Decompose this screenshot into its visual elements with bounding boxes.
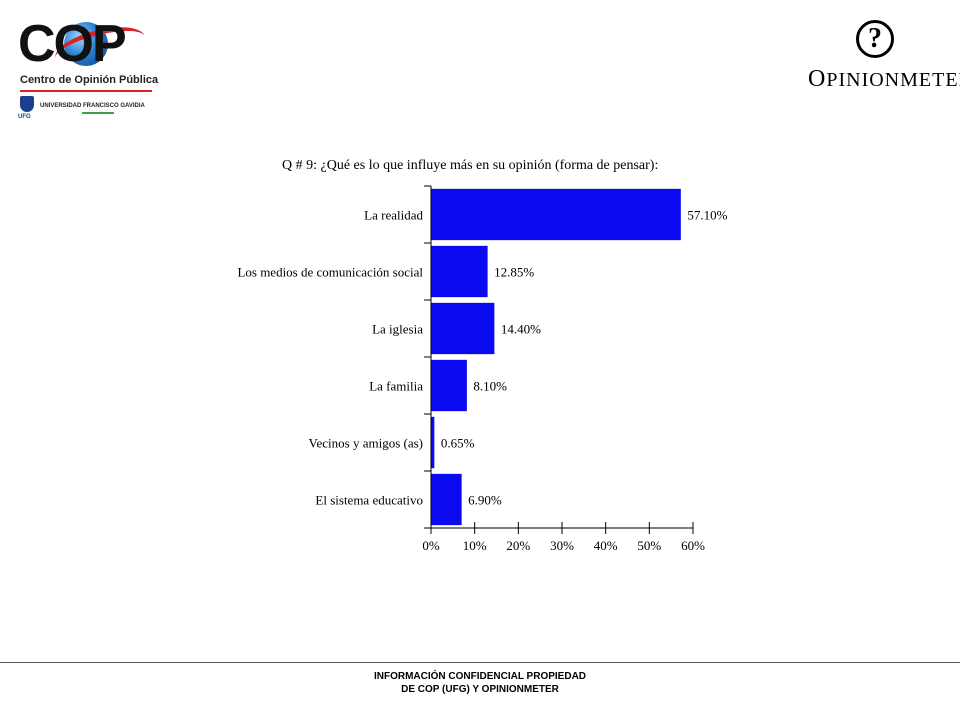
opinionmeter-initial: O [808, 66, 827, 92]
category-label: La familia [369, 379, 423, 394]
question-mark-icon: ? [856, 20, 894, 58]
x-tick-label: 50% [637, 538, 661, 553]
cop-logo-letters: COP [18, 15, 127, 73]
globe-icon [64, 22, 108, 66]
category-label: La iglesia [372, 322, 423, 337]
category-label: Los medios de comunicación social [237, 265, 423, 280]
opinionmeter-logo: ? OPINIONMETER [804, 20, 960, 95]
cop-logo: COP Centro de Opinión Pública UFG UNIVER… [14, 16, 164, 126]
bar [431, 359, 467, 412]
bar [431, 188, 681, 241]
category-label: La realidad [364, 208, 423, 223]
opinionmeter-wordmark: OPINIONMETER [808, 66, 960, 93]
data-label: 57.10% [687, 208, 727, 223]
data-label: 12.85% [494, 265, 534, 280]
x-tick-label: 10% [463, 538, 487, 553]
bar [431, 416, 435, 469]
x-tick-label: 60% [681, 538, 705, 553]
footer-line-1: INFORMACIÓN CONFIDENCIAL PROPIEDAD [373, 671, 587, 682]
footer: INFORMACIÓN CONFIDENCIAL PROPIEDAD DE CO… [330, 670, 630, 696]
ufg-shield-icon [20, 96, 34, 112]
data-label: 8.10% [473, 379, 507, 394]
opinionmeter-rest: PINIONMETER [826, 69, 960, 91]
x-tick-label: 40% [594, 538, 618, 553]
ufg-accent-bar [82, 112, 114, 114]
ufg-name: UNIVERSIDAD FRANCISCO GAVIDIA [40, 103, 145, 109]
bar [431, 473, 462, 526]
data-label: 6.90% [468, 493, 502, 508]
bar [431, 245, 488, 298]
bar [431, 302, 495, 355]
bar-chart: 0% 10% 20% 30% 40% 50% 60% La realidad 57.10% Los… [237, 185, 728, 553]
ufg-abbrev: UFG [18, 114, 31, 120]
data-label: 0.65% [441, 436, 475, 451]
x-tick-label: 0% [422, 538, 440, 553]
x-tick-label: 20% [506, 538, 530, 553]
cop-divider [20, 90, 152, 92]
category-label: El sistema educativo [315, 493, 423, 508]
footer-line-2: DE COP (UFG) Y OPINIONMETER [401, 684, 559, 695]
x-tick-label: 30% [550, 538, 574, 553]
cop-subtitle: Centro de Opinión Pública [20, 74, 159, 86]
chart-title: Q # 9: ¿Qué es lo que influye más en su … [282, 158, 659, 173]
data-label: 14.40% [501, 322, 541, 337]
category-label: Vecinos y amigos (as) [309, 436, 423, 451]
footer-divider [0, 662, 960, 663]
